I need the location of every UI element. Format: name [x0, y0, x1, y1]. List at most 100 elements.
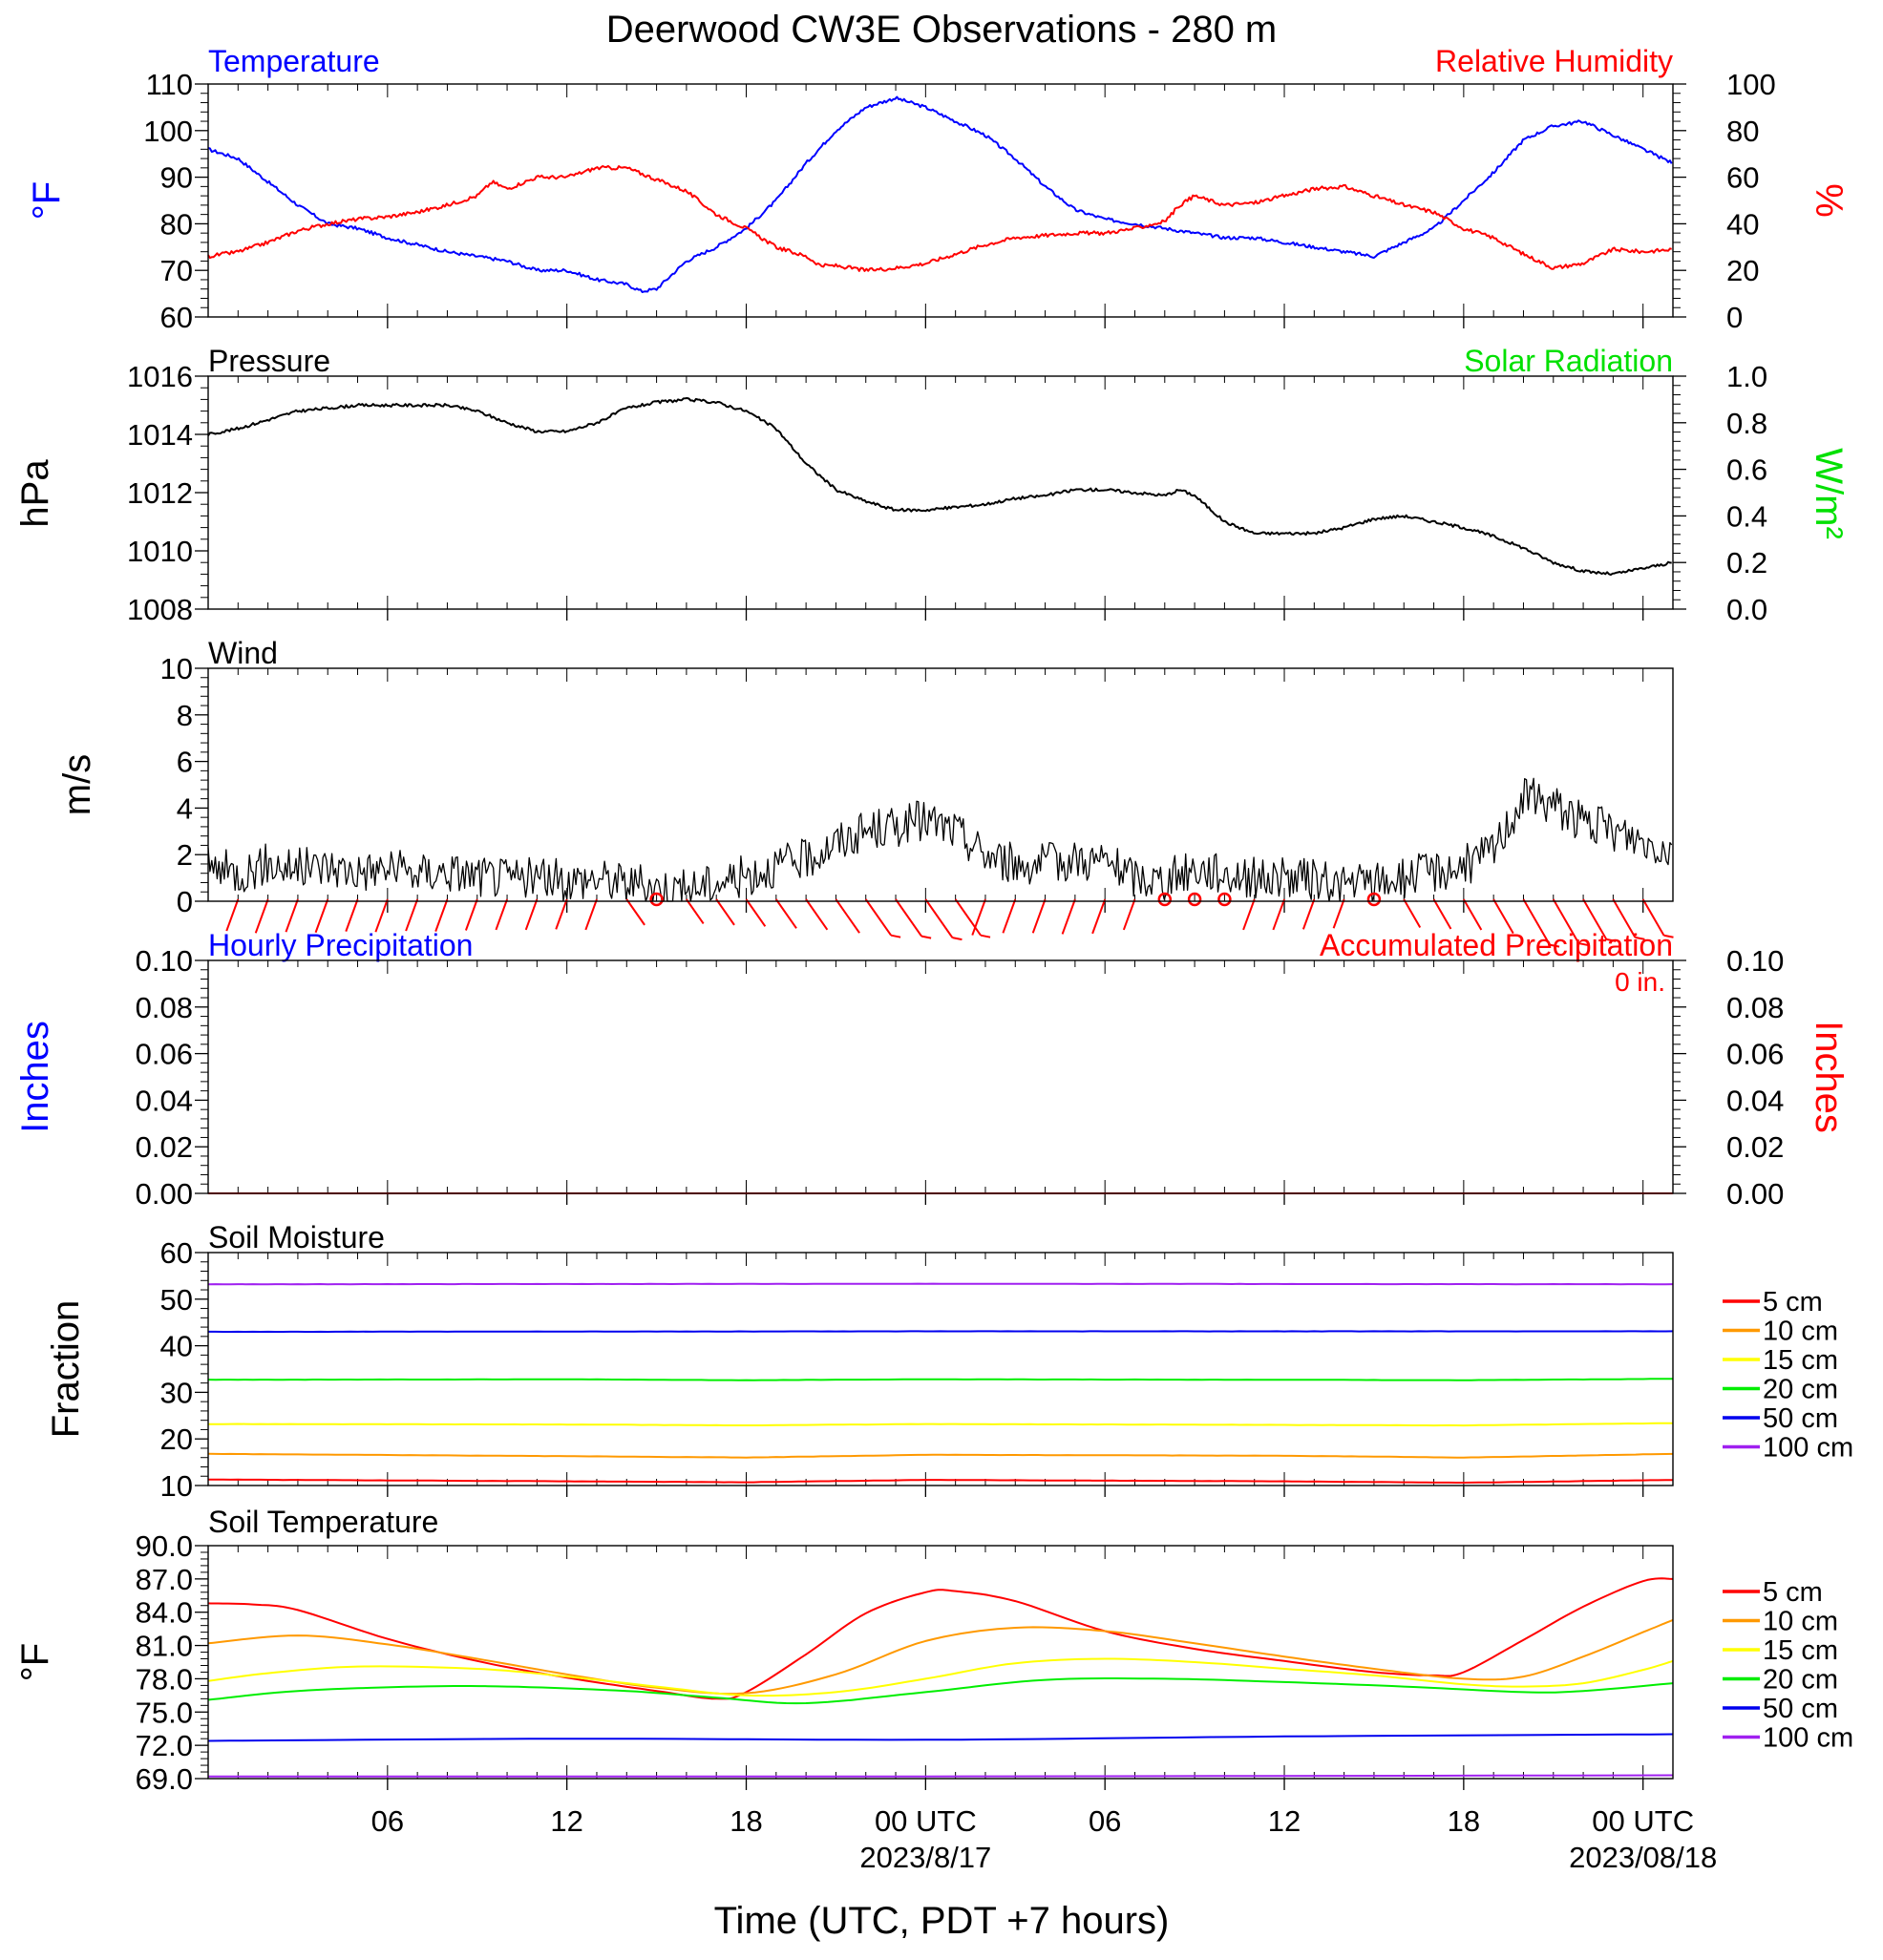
x-tick-date-label: 2023/08/18: [1569, 1841, 1717, 1874]
legend-label: 50 cm: [1763, 1694, 1838, 1724]
legend-label: 5 cm: [1763, 1287, 1823, 1317]
soil-moisture-line: [207, 1378, 1674, 1381]
wind-barb: [1122, 898, 1136, 931]
y-tick-label: 0: [177, 885, 193, 918]
wind-barb: [254, 898, 269, 934]
wind-barb: [835, 898, 860, 934]
temperature-axis-label: °F: [26, 181, 68, 220]
y-tick-label: 0.06: [1726, 1038, 1784, 1071]
y-tick-label: 1010: [127, 535, 193, 568]
soil-temperature-line: [207, 1618, 1674, 1696]
soil-temperature-line: [207, 1733, 1674, 1742]
soil-moisture-line: [207, 1478, 1674, 1484]
y-tick-label: 100: [143, 115, 193, 148]
precip-total-note: 0 in.: [1615, 967, 1665, 997]
solar-y-ticks: 0.0 0.2 0.4 0.6 0.8 1.0: [1673, 360, 1767, 626]
y-tick-label: 75.0: [136, 1696, 193, 1729]
y-tick-label: 80: [1726, 115, 1759, 148]
soil-temperature-line: [208, 1774, 1674, 1778]
humidity-y-ticks: 0 20 40 60 80 100: [1673, 68, 1776, 334]
x-tick-date-label: 2023/8/17: [859, 1841, 991, 1874]
y-tick-label: 78.0: [136, 1662, 193, 1696]
y-tick-label: 69.0: [136, 1762, 193, 1796]
pressure-y-ticks: 1008 1010 1012 1014 1016: [127, 360, 208, 626]
soil-temperature-line: [207, 1677, 1674, 1705]
x-tick-label: 06: [1089, 1804, 1121, 1838]
soil-moisture-line: [207, 1282, 1674, 1286]
humidity-series: [207, 164, 1672, 272]
y-tick-label: 10: [160, 652, 193, 685]
y-tick-label: 1008: [127, 593, 193, 626]
precip-panel: Hourly Precipitation Accumulated Precipi…: [14, 928, 1850, 1211]
soil-temperature-line: [207, 1657, 1674, 1697]
wind-barb: [345, 898, 359, 932]
x-tick-label: 06: [371, 1804, 404, 1838]
wind-y-ticks: 0 2 4 6 8 10: [160, 652, 208, 918]
temp-humidity-x-ticks: [237, 84, 1644, 328]
wind-barb: [1301, 898, 1316, 930]
wind-barb: [1641, 898, 1665, 937]
solar-axis-label: W/m²: [1808, 448, 1850, 539]
y-tick-label: 8: [177, 699, 193, 732]
y-tick-label: 1.0: [1726, 360, 1767, 393]
y-tick-label: 0.8: [1726, 407, 1767, 440]
wind-axis-label: m/s: [56, 754, 98, 815]
soil-temperature-line: [207, 1577, 1673, 1700]
y-tick-label: 0.10: [136, 944, 193, 978]
y-tick-label: 60: [160, 1236, 193, 1270]
pressure-line: [207, 397, 1672, 576]
x-tick-label: 12: [1268, 1804, 1301, 1838]
humidity-line: [207, 164, 1672, 272]
wind-barb: [805, 898, 829, 931]
y-tick-label: 90: [160, 161, 193, 195]
wind-barb: [464, 898, 478, 931]
legend-label: 100 cm: [1763, 1723, 1853, 1754]
wind-barb: [374, 898, 389, 933]
pressure-series: [207, 397, 1672, 576]
y-tick-label: 0.0: [1726, 593, 1767, 626]
wind-speed-series: [207, 777, 1673, 902]
legend-label: 50 cm: [1763, 1403, 1838, 1434]
hourly-precip-title: Hourly Precipitation: [208, 928, 473, 962]
y-tick-label: 10: [160, 1469, 193, 1503]
wind-barb: [1272, 898, 1285, 931]
y-tick-label: 4: [177, 791, 193, 825]
legend-label: 100 cm: [1763, 1433, 1853, 1464]
y-tick-label: 0.6: [1726, 453, 1767, 487]
wind-barb: [715, 898, 735, 926]
wind-barb: [434, 898, 449, 932]
wind-barb-flag: [1549, 943, 1560, 948]
precip-x-ticks: [237, 960, 1644, 1205]
temperature-y-ticks: 60 70 80 90 100 110: [143, 68, 208, 334]
wind-barb-flag: [1635, 936, 1645, 940]
y-tick-label: 0.00: [1726, 1177, 1784, 1211]
y-tick-label: 0.04: [136, 1084, 193, 1117]
wind-barb: [1403, 898, 1422, 928]
wind-barb: [971, 898, 986, 936]
y-tick-label: 90.0: [136, 1529, 193, 1563]
soil-temperature-axis-label: °F: [14, 1643, 56, 1681]
y-tick-label: 70: [160, 254, 193, 287]
y-tick-label: 6: [177, 746, 193, 779]
wind-barb: [864, 898, 892, 937]
y-tick-label: 100: [1726, 68, 1776, 101]
legend-label: 10 cm: [1763, 1317, 1838, 1347]
x-tick-label: 18: [730, 1804, 762, 1838]
y-tick-label: 0.10: [1726, 944, 1784, 978]
calm-circle: [1187, 892, 1202, 907]
y-tick-label: 50: [160, 1283, 193, 1317]
wind-barb: [1091, 898, 1107, 935]
hourly-precip-y-ticks: 0.00 0.02 0.04 0.06 0.08 0.10: [136, 944, 208, 1211]
wind-barb: [895, 898, 922, 938]
legend-label: 20 cm: [1763, 1665, 1838, 1696]
wind-barb-flag: [952, 937, 963, 941]
wind-frame: [207, 667, 1674, 902]
wind-barb: [954, 898, 982, 937]
wind-barb: [1242, 898, 1256, 931]
wind-barb-flag: [1578, 942, 1589, 947]
calm-circle: [649, 892, 664, 907]
accum-precip-axis-label: Inches: [1808, 1021, 1850, 1133]
